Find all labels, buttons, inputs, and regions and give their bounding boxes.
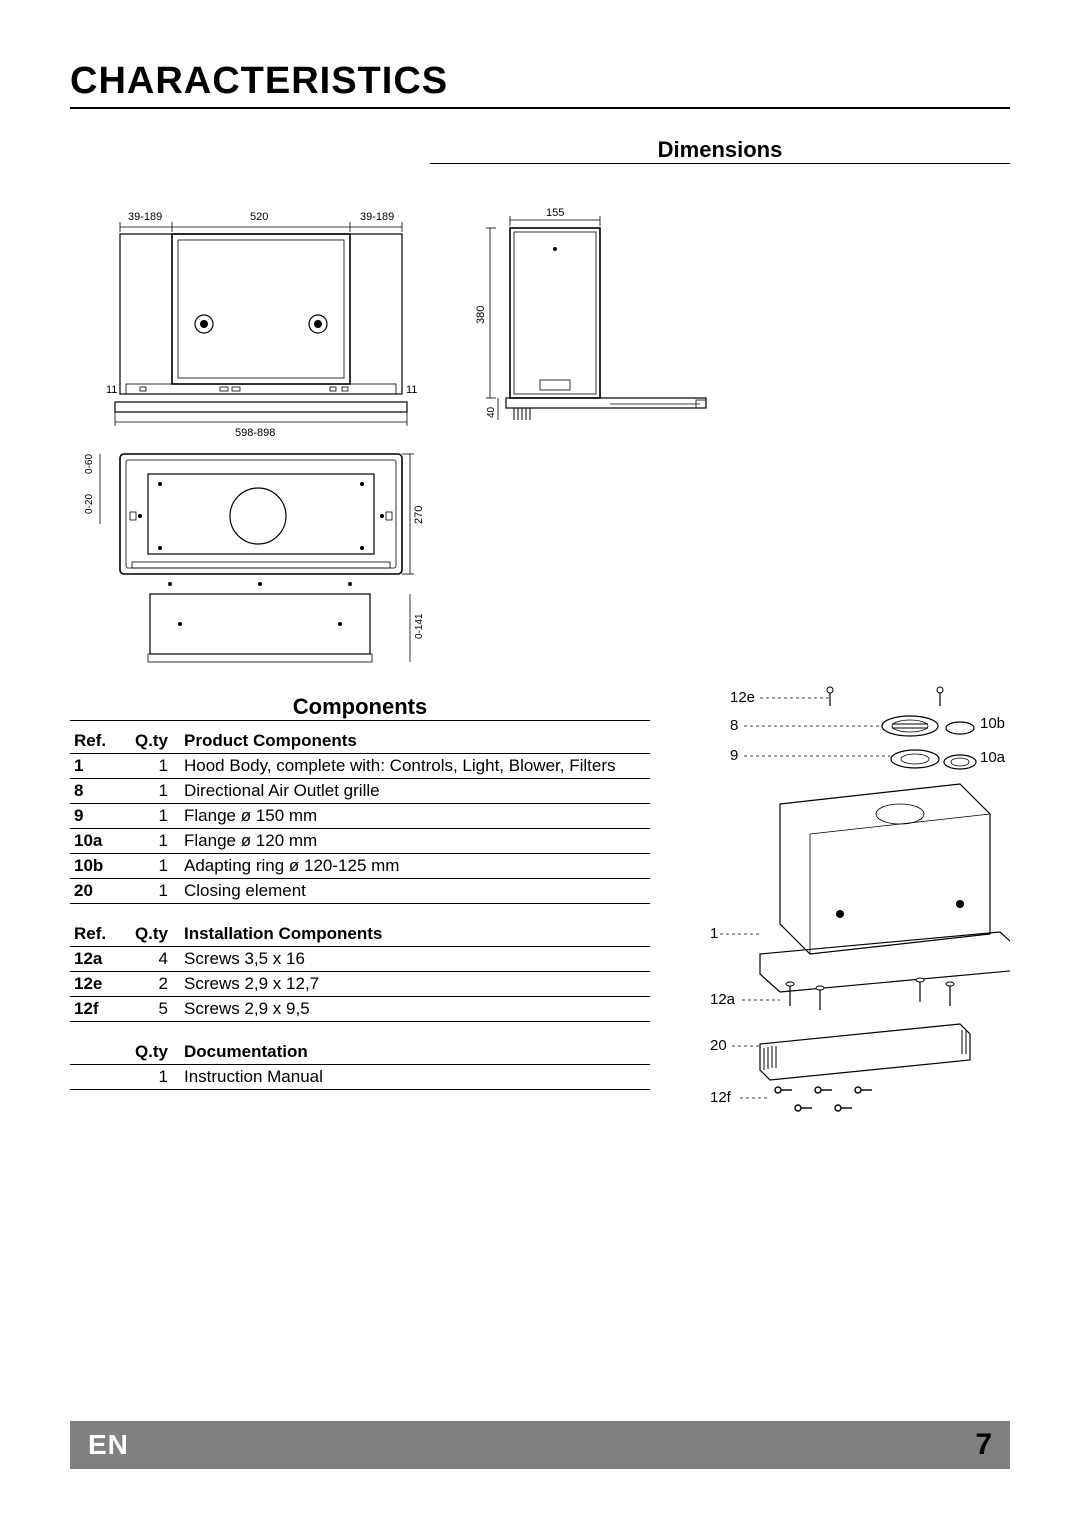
callout-10b: 10b bbox=[980, 715, 1005, 732]
table-row: 11Hood Body, complete with: Controls, Li… bbox=[70, 754, 650, 779]
callout-10a: 10a bbox=[980, 749, 1006, 766]
table-header: Ref. Q.ty Product Components bbox=[70, 729, 650, 754]
page-title: CHARACTERISTICS bbox=[70, 60, 1010, 109]
dim-39-189-left: 39-189 bbox=[128, 211, 162, 223]
dim-380: 380 bbox=[475, 306, 487, 324]
table-row: 91Flange ø 150 mm bbox=[70, 804, 650, 829]
dim-40: 40 bbox=[486, 406, 497, 418]
dimensions-heading: Dimensions bbox=[430, 137, 1010, 164]
dim-11-left: 11 bbox=[106, 384, 117, 396]
dim-0-141: 0-141 bbox=[414, 613, 425, 639]
callout-12f: 12f bbox=[710, 1089, 732, 1106]
callout-12a: 12a bbox=[710, 991, 736, 1008]
callout-8: 8 bbox=[730, 717, 738, 734]
dim-155: 155 bbox=[546, 207, 564, 219]
callout-12e: 12e bbox=[730, 689, 755, 706]
table-row: 12a4Screws 3,5 x 16 bbox=[70, 947, 650, 972]
dimensions-diagrams: 39-189 520 39-189 11 11 bbox=[70, 204, 1010, 674]
front-and-top-view: 39-189 520 39-189 11 11 bbox=[70, 204, 440, 674]
dim-39-189-right: 39-189 bbox=[360, 211, 394, 223]
installation-components-table: Ref. Q.ty Installation Components 12a4Sc… bbox=[70, 922, 650, 1022]
callout-1: 1 bbox=[710, 925, 718, 942]
table-header: Q.ty Documentation bbox=[70, 1040, 650, 1065]
table-header: Ref. Q.ty Installation Components bbox=[70, 922, 650, 947]
documentation-table: Q.ty Documentation 1Instruction Manual bbox=[70, 1040, 650, 1090]
components-heading: Components bbox=[70, 694, 650, 721]
side-view: 155 380 40 bbox=[470, 204, 730, 444]
table-row: 10a1Flange ø 120 mm bbox=[70, 829, 650, 854]
table-row: 10b1Adapting ring ø 120-125 mm bbox=[70, 854, 650, 879]
dim-11-right: 11 bbox=[406, 384, 417, 396]
table-row: 12f5Screws 2,9 x 9,5 bbox=[70, 997, 650, 1022]
callout-9: 9 bbox=[730, 747, 738, 764]
page-footer: EN 7 bbox=[70, 1421, 1010, 1469]
table-row: 81Directional Air Outlet grille bbox=[70, 779, 650, 804]
footer-page-number: 7 bbox=[975, 1428, 992, 1462]
callout-20: 20 bbox=[710, 1037, 727, 1054]
table-row: 1Instruction Manual bbox=[70, 1065, 650, 1090]
footer-language: EN bbox=[88, 1429, 129, 1461]
dim-598-898: 598-898 bbox=[235, 427, 275, 439]
components-exploded-view: 12e 8 10b 9 10a bbox=[690, 684, 1010, 1144]
dim-0-60: 0-60 bbox=[84, 454, 95, 474]
table-row: 12e2Screws 2,9 x 12,7 bbox=[70, 972, 650, 997]
table-row: 201Closing element bbox=[70, 879, 650, 904]
dim-270: 270 bbox=[413, 506, 425, 524]
dim-520: 520 bbox=[250, 211, 268, 223]
product-components-table: Ref. Q.ty Product Components 11Hood Body… bbox=[70, 729, 650, 904]
dim-0-20: 0-20 bbox=[84, 494, 95, 514]
